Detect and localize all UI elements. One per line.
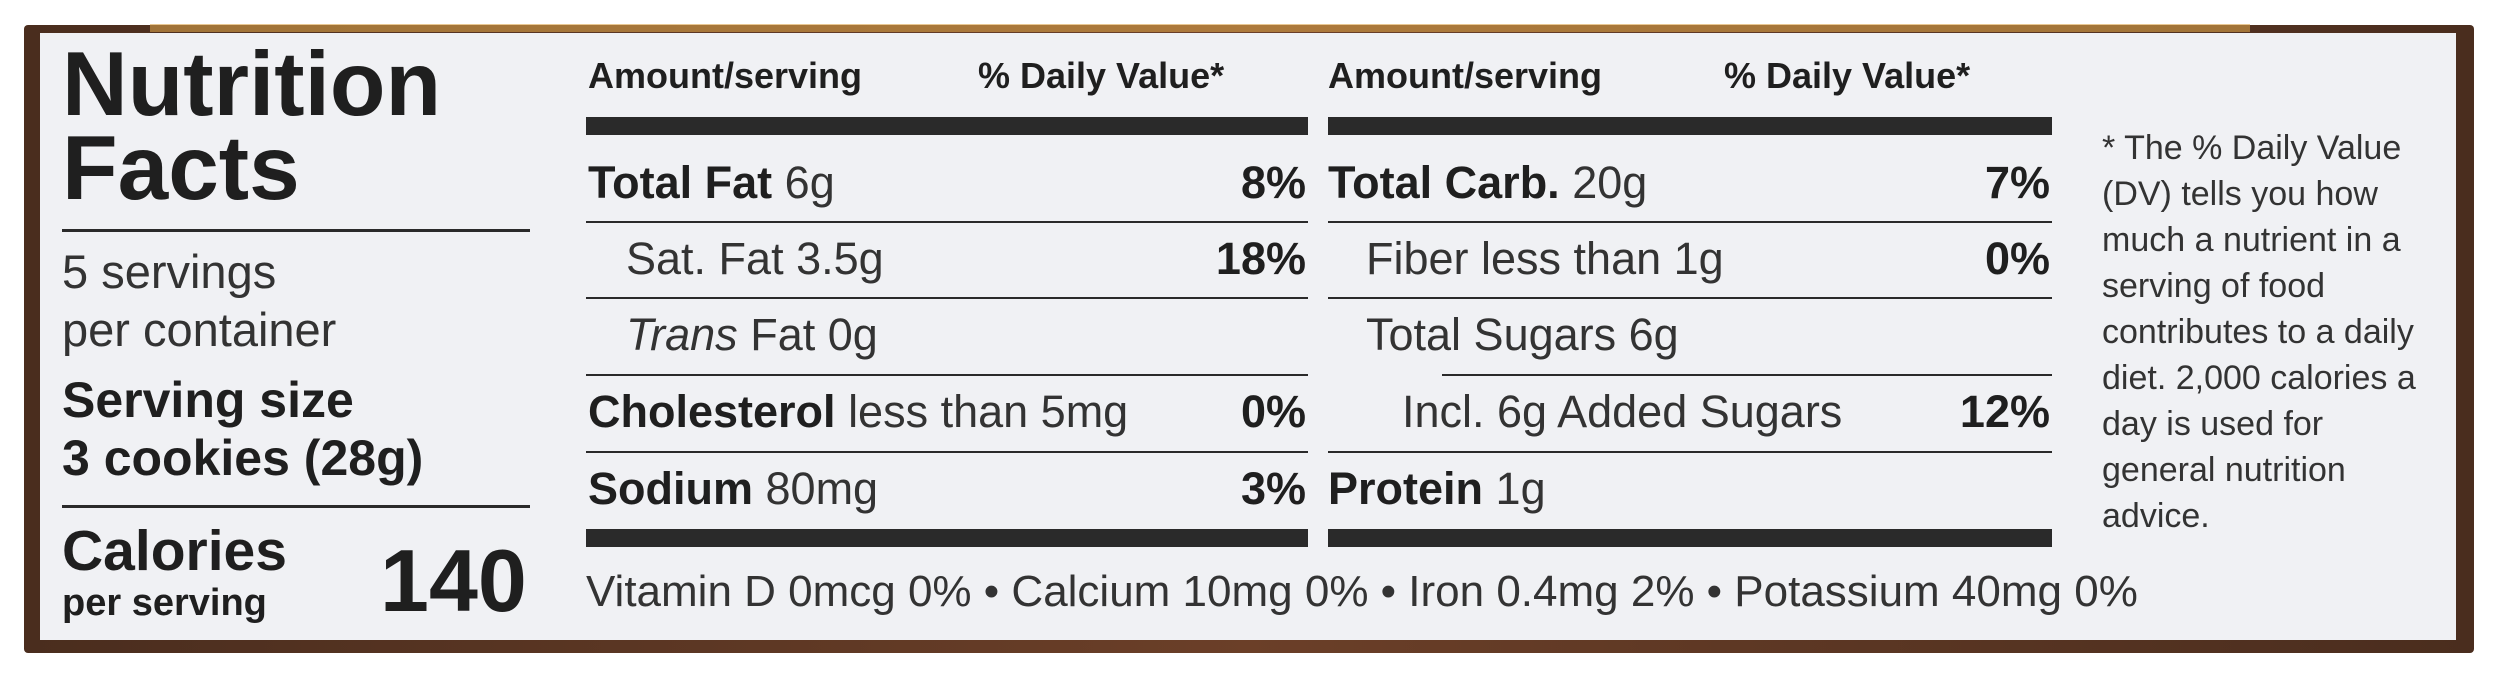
col2-amount-header: Amount/serving [1328,55,1603,96]
col1-thick-rule [586,117,1308,135]
nutrient-amount: 1g [1495,463,1546,514]
nutrient-name: Protein [1328,463,1484,514]
title-line1: Nutrition [62,34,442,135]
nutrient-name: Sat. Fat [626,233,784,284]
nutrient-amount: 3.5g [796,233,884,284]
row-added-sugars: Incl. 6g Added Sugars 12% [1328,375,2050,449]
row-sat-fat: Sat. Fat 3.5g 18% [588,222,1306,296]
col2-thick-rule [1328,117,2052,135]
row-cholesterol: Cholesterol less than 5mg 0% [588,375,1306,449]
nutrient-name: Trans [626,309,738,360]
nutrient-dv: 7% [1984,157,2050,208]
nutrient-name: Sodium [588,463,753,514]
row-divider [1442,374,2052,376]
nutrient-name: Total Fat [588,157,773,208]
row-divider [586,297,1308,299]
nutrient-name: Total Sugars 6g [1366,309,1679,360]
nutrient-amount: 80mg [765,463,879,514]
vitamins-minerals: Vitamin D 0mcg 0% • Calcium 10mg 0% • Ir… [586,567,2138,616]
nutrition-facts-title: Nutrition Facts [62,34,442,219]
row-divider [586,451,1308,453]
package-edge [150,24,2250,32]
row-fiber: Fiber less than 1g 0% [1328,222,2050,296]
serving-size-value: 3 cookies (28g) [62,430,424,486]
col1-bottom-rule [586,529,1308,547]
calories-sub-label: per serving [62,582,267,624]
nutrient-amount: Fat 0g [750,309,878,360]
nutrient-amount: 20g [1572,157,1648,208]
nutrient-dv: 12% [1959,386,2050,437]
col2-dv-header: % Daily Value* [1724,55,1971,96]
col1-dv-header: % Daily Value* [978,55,1225,96]
nutrition-facts-label: Nutrition Facts 5 servings per container… [40,33,2456,640]
daily-value-footnote: * The % Daily Value (DV) tells you how m… [2102,129,2416,535]
row-protein: Protein 1g [1328,452,2050,526]
row-total-sugars: Total Sugars 6g [1328,298,2050,372]
servings-line1: 5 servings [62,245,277,298]
nutrient-dv: 8% [1240,157,1306,208]
nutrient-amount: 6g [784,157,835,208]
title-line2: Facts [62,118,300,219]
row-divider [1328,297,2052,299]
nutrient-name: Incl. 6g Added Sugars [1402,386,1843,437]
servings-per-container: 5 servings per container [62,243,336,359]
calories-value: 140 [380,531,527,630]
row-total-carb: Total Carb. 20g 7% [1328,146,2050,220]
nutrient-dv: 0% [1984,233,2050,284]
nutrient-name: Total Carb. [1328,157,1560,208]
nutrient-name: Cholesterol [588,386,836,437]
servings-line2: per container [62,303,337,356]
col2-bottom-rule [1328,529,2052,547]
serving-rule [62,505,530,508]
row-divider [1328,221,2052,223]
calories-label: Calories [62,519,287,583]
nutrient-name: Fiber less than 1g [1366,233,1724,284]
row-total-fat: Total Fat 6g 8% [588,146,1306,220]
nutrient-amount: less than 5mg [848,386,1129,437]
nutrient-dv: 18% [1215,233,1306,284]
serving-size-label: Serving size [62,372,354,428]
title-rule [62,229,530,232]
row-trans-fat: Trans Fat 0g [588,298,1306,372]
nutrient-dv: 0% [1240,386,1306,437]
col1-amount-header: Amount/serving [588,55,863,96]
row-divider [586,221,1308,223]
row-sodium: Sodium 80mg 3% [588,452,1306,526]
serving-size: Serving size 3 cookies (28g) [62,371,423,487]
nutrient-dv: 3% [1240,463,1306,514]
row-divider [586,374,1308,376]
row-divider [1328,451,2052,453]
